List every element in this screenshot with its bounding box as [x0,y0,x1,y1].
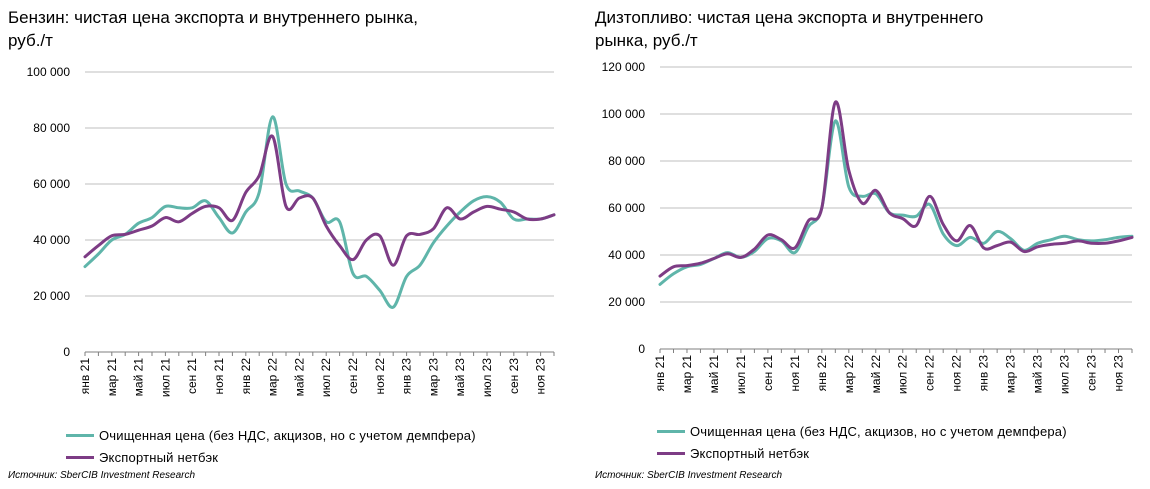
x-tick-label: июл 21 [158,358,172,397]
x-tick-label: мар 23 [426,358,440,397]
y-tick-label: 60 000 [608,201,645,215]
chart-title: Бензин: чистая цена экспорта и внутренне… [8,8,418,50]
x-tick-label: янв 22 [815,355,829,392]
gasoline-chart-panel: Бензин: чистая цена экспорта и внутренне… [8,8,556,481]
x-tick-label: мар 23 [1004,355,1018,394]
y-tick-label: 40 000 [33,233,70,247]
source-note: Источник: SberCIB Investment Research [8,470,196,481]
y-tick-label: 120 000 [602,60,646,74]
x-tick-label: ноя 23 [534,358,548,395]
x-tick-label: янв 21 [653,355,667,392]
x-tick-label: июл 22 [319,358,333,397]
legend-label-export: Экспортный нетбэк [99,449,219,465]
x-tick-label: сен 23 [1085,355,1099,391]
legend-item-export: Экспортный нетбэк [66,446,476,468]
x-tick-label: ноя 22 [373,358,387,395]
legend-item-cleaned: Очищенная цена (без НДС, акцизов, но с у… [657,420,1067,442]
chart-title: Дизтопливо: чистая цена экспорта и внутр… [595,8,984,50]
legend-swatch-cleaned [657,429,685,433]
x-tick-label: ноя 22 [950,355,964,392]
x-tick-label: май 23 [453,358,467,397]
chart-legend: Очищенная цена (без НДС, акцизов, но с у… [66,424,476,468]
y-tick-label: 80 000 [33,121,70,135]
x-tick-label: сен 22 [346,358,360,394]
legend-label-cleaned: Очищенная цена (без НДС, акцизов, но с у… [690,423,1067,439]
x-tick-label: мар 22 [266,358,280,397]
legend-label-cleaned: Очищенная цена (без НДС, акцизов, но с у… [99,427,476,443]
legend-swatch-cleaned [66,433,94,437]
y-tick-label: 40 000 [608,248,645,262]
y-tick-label: 20 000 [608,295,645,309]
gasoline-chart: 0 20 000 40 000 60 000 80 000 100 000 янв 21 ма… [27,65,556,397]
legend-swatch-export [66,455,94,459]
diesel-chart: 0 20 000 40 000 60 000 80 000 100 000 120 000 я… [602,60,1134,394]
x-tick-label: июл 23 [480,358,494,397]
x-tick-label: май 21 [707,355,721,394]
x-tick-label: май 21 [132,358,146,397]
y-tick-label: 100 000 [27,65,71,79]
x-tick-label: сен 23 [507,358,521,394]
x-tick-label: ноя 21 [788,355,802,392]
x-tick-label: июл 22 [896,355,910,394]
legend-label-export: Экспортный нетбэк [690,445,810,461]
y-tick-label: 0 [638,342,645,356]
x-tick-label: янв 21 [78,358,92,395]
y-tick-label: 80 000 [608,154,645,168]
legend-swatch-export [657,451,685,455]
x-tick-label: янв 23 [977,355,991,392]
x-tick-label: мар 22 [842,355,856,394]
x-tick-label: сен 21 [185,358,199,394]
x-tick-label: сен 22 [923,355,937,391]
source-note: Источник: SberCIB Investment Research [595,470,783,481]
diesel-chart-panel: Дизтопливо: чистая цена экспорта и внутр… [575,0,1150,489]
series-line-export [658,100,1134,278]
y-tick-label: 100 000 [602,107,646,121]
x-tick-label: мар 21 [680,355,694,394]
legend-item-cleaned: Очищенная цена (без НДС, акцизов, но с у… [66,424,476,446]
x-tick-label: июл 23 [1058,355,1072,394]
x-tick-label: сен 21 [761,355,775,391]
x-tick-label: май 23 [1031,355,1045,394]
chart-legend: Очищенная цена (без НДС, акцизов, но с у… [657,420,1067,464]
x-tick-label: мар 21 [105,358,119,397]
x-tick-label: янв 23 [400,358,414,395]
x-tick-label: июл 21 [734,355,748,394]
y-tick-label: 60 000 [33,177,70,191]
series-line-export [83,134,556,267]
x-tick-label: ноя 23 [1112,355,1126,392]
legend-item-export: Экспортный нетбэк [657,442,1067,464]
series-line-cleaned [658,119,1134,286]
x-tick-label: янв 22 [239,358,253,395]
x-tick-label: май 22 [869,355,883,394]
x-tick-label: май 22 [292,358,306,397]
y-tick-label: 20 000 [33,289,70,303]
y-tick-label: 0 [63,345,70,359]
x-tick-label: ноя 21 [212,358,226,395]
